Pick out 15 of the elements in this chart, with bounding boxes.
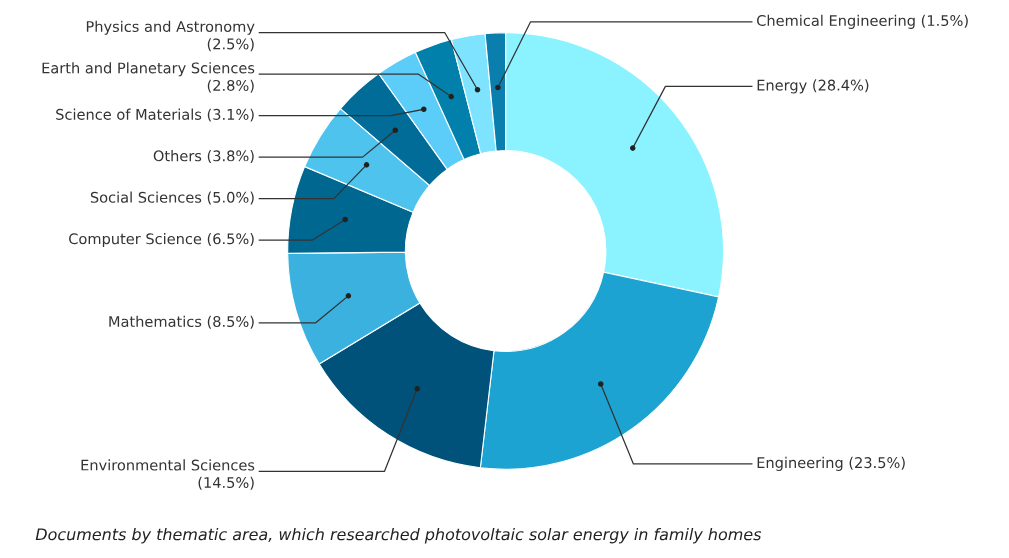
slice-label: Energy (28.4%) [757, 79, 869, 94]
slice-label: Social Sciences (5.0%) [90, 191, 254, 205]
slice-label: Chemical Engineering (1.5%) [757, 14, 968, 29]
slice-label: Others (3.8%) [153, 150, 254, 164]
data-label: (14.5%) [198, 476, 254, 490]
slice-label: Science of Materials (3.1%) [56, 108, 254, 122]
slice-label: Environmental Sciences [81, 459, 255, 471]
slice-label: Computer Science (6.5%) [69, 233, 254, 248]
slice-label: Earth and Planetary Sciences [42, 62, 255, 77]
slice-label: Physics and Astronomy [86, 20, 255, 35]
slice-label: Mathematics (8.5%) [109, 315, 254, 329]
slice-label: Engineering (23.5%) [757, 456, 905, 471]
text: Documents by thematic area, which researched photovoltaic solar energy in family homes [35, 527, 762, 544]
data-label: (2.8%) [207, 79, 254, 93]
data-label: (2.5%) [207, 38, 254, 52]
